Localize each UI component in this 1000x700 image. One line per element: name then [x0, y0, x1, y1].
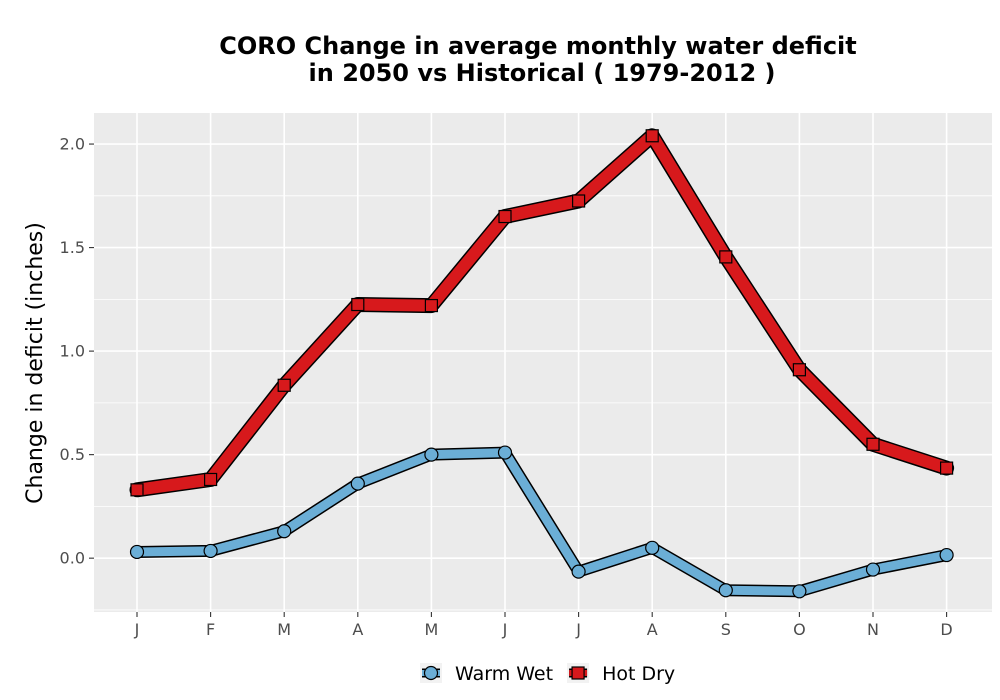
data-point	[571, 564, 586, 579]
data-point	[424, 447, 439, 462]
data-point	[939, 547, 954, 563]
x-tick-label: F	[206, 620, 215, 639]
y-tick-label: 0.0	[60, 549, 85, 568]
data-point	[792, 363, 807, 377]
legend-key-marker	[423, 665, 439, 681]
y-tick-label: 0.5	[60, 445, 85, 464]
data-point	[498, 209, 512, 224]
grid-layer	[94, 113, 992, 612]
legend-label: Hot Dry	[602, 663, 675, 685]
legend-item: Hot Dry	[567, 663, 675, 685]
data-point	[571, 194, 586, 208]
legend-key-marker	[571, 666, 585, 680]
legend: Warm Wet Hot Dry	[420, 663, 675, 685]
data-point	[277, 378, 291, 392]
x-tick-label: J	[575, 620, 581, 639]
x-tick-label: M	[424, 620, 438, 639]
data-point	[130, 483, 144, 497]
series-line	[132, 448, 952, 596]
data-point	[203, 543, 218, 559]
data-point	[645, 129, 659, 143]
x-tick-label: N	[867, 620, 879, 639]
series-line	[131, 129, 953, 496]
data-point	[939, 461, 954, 475]
data-point	[865, 562, 881, 577]
data-point	[351, 297, 365, 312]
x-tick-label: S	[721, 620, 731, 639]
data-point	[866, 437, 880, 451]
series-warm-wet	[129, 445, 954, 599]
data-point	[277, 524, 292, 539]
x-tick-label: J	[134, 620, 140, 639]
data-point	[129, 544, 145, 560]
y-tick-label: 1.5	[60, 238, 85, 257]
legend-item: Warm Wet	[420, 663, 553, 685]
x-tick-label: O	[793, 620, 806, 639]
y-axis-title: Change in deficit (inches)	[23, 222, 48, 504]
data-point	[719, 250, 733, 264]
data-point	[204, 472, 218, 487]
data-point	[424, 298, 438, 313]
chart-title-line1: CORO Change in average monthly water def…	[219, 32, 857, 60]
x-tick-label: M	[277, 620, 291, 639]
x-tick-label: A	[352, 620, 363, 639]
plot-panel	[94, 113, 992, 612]
data-point	[792, 584, 807, 599]
axis-layer: 0.0 0.5 1.0 1.5 2.0 J F M A M J J A S O N D	[60, 135, 953, 639]
legend-label: Warm Wet	[455, 663, 553, 685]
chart-title-line2: in 2050 vs Historical ( 1979-2012 )	[309, 59, 776, 87]
data-point	[497, 445, 513, 460]
data-point	[718, 583, 733, 598]
series-layer	[129, 128, 955, 599]
x-tick-label: D	[940, 620, 952, 639]
y-tick-label: 2.0	[60, 135, 85, 154]
series-hot-dry	[129, 128, 955, 498]
x-tick-label: A	[647, 620, 658, 639]
data-point	[350, 476, 365, 491]
y-tick-label: 1.0	[60, 342, 85, 361]
data-point	[645, 540, 660, 555]
x-tick-label: J	[502, 620, 508, 639]
